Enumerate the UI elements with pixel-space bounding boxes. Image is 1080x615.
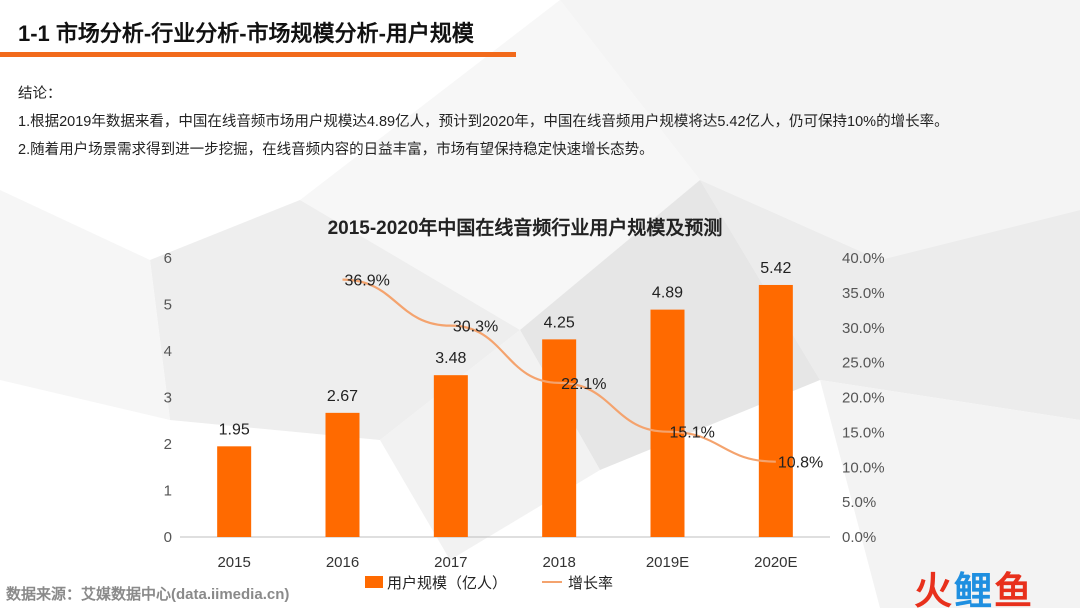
- line-data-label: 10.8%: [778, 455, 823, 472]
- bar-data-label: 4.25: [544, 314, 575, 331]
- y-left-tick-label: 2: [164, 436, 172, 453]
- title-underline: [0, 52, 516, 57]
- line-data-label: 22.1%: [561, 376, 606, 393]
- y-left-tick-label: 0: [164, 529, 172, 546]
- y-left-tick-label: 5: [164, 297, 172, 314]
- conclusion-line: 1.根据2019年数据来看，中国在线音频市场用户规模达4.89亿人，预计到202…: [18, 114, 949, 130]
- bar-data-label: 1.95: [219, 421, 250, 438]
- bar: [325, 412, 360, 537]
- y-right-tick-label: 30.0%: [842, 320, 885, 337]
- brand-logo: 火鲤鱼: [914, 560, 1034, 615]
- y-right-tick-label: 25.0%: [842, 355, 885, 372]
- y-right-tick-label: 10.0%: [842, 459, 885, 476]
- bar: [650, 309, 685, 537]
- logo-char: 火: [914, 571, 955, 613]
- x-tick-label: 2020E: [754, 554, 797, 571]
- bar: [217, 446, 252, 537]
- bar: [433, 375, 468, 537]
- bar-data-label: 3.48: [435, 350, 466, 367]
- y-right-tick-label: 35.0%: [842, 285, 885, 302]
- x-tick-label: 2018: [542, 554, 575, 571]
- bar: [542, 339, 577, 537]
- page-title: 1-1 市场分析-行业分析-市场规模分析-用户规模: [18, 21, 474, 46]
- conclusion-line: 2.随着用户场景需求得到进一步挖掘，在线音频内容的日益丰富，市场有望保持稳定快速…: [18, 142, 654, 158]
- growth-rate-line: [342, 278, 776, 463]
- y-left-tick-label: 1: [164, 483, 172, 500]
- bar-data-label: 5.42: [760, 260, 791, 277]
- y-right-tick-label: 15.0%: [842, 424, 885, 441]
- line-data-label: 15.1%: [670, 425, 715, 442]
- data-source: 数据来源：艾媒数据中心(data.iimedia.cn): [6, 586, 290, 603]
- chart-title: 2015-2020年中国在线音频行业用户规模及预测: [328, 216, 723, 239]
- conclusion-block: 结论： 1.根据2019年数据来看，中国在线音频市场用户规模达4.89亿人，预计…: [18, 80, 949, 164]
- x-tick-label: 2015: [217, 554, 250, 571]
- y-left-tick-label: 3: [164, 390, 172, 407]
- logo-char: 鲤: [954, 571, 995, 613]
- conclusion-heading: 结论：: [18, 86, 62, 102]
- legend-label: 增长率: [568, 575, 613, 592]
- line-data-label: 30.3%: [453, 319, 498, 336]
- y-right-tick-label: 20.0%: [842, 390, 885, 407]
- x-tick-label: 2017: [434, 554, 467, 571]
- y-left-tick-label: 4: [164, 343, 172, 360]
- x-tick-label: 2016: [326, 554, 359, 571]
- y-right-tick-label: 5.0%: [842, 494, 876, 511]
- bar-data-label: 4.89: [652, 285, 683, 302]
- logo-char: 鱼: [994, 571, 1035, 613]
- bar: [758, 284, 793, 537]
- y-right-tick-label: 40.0%: [842, 250, 885, 267]
- legend-bar-swatch: [365, 576, 383, 588]
- legend-label: 用户规模（亿人）: [387, 575, 507, 592]
- y-left-tick-label: 6: [164, 250, 172, 267]
- y-right-tick-label: 0.0%: [842, 529, 876, 546]
- line-data-label: 36.9%: [345, 273, 390, 290]
- x-tick-label: 2019E: [646, 554, 689, 571]
- bar-data-label: 2.67: [327, 388, 358, 405]
